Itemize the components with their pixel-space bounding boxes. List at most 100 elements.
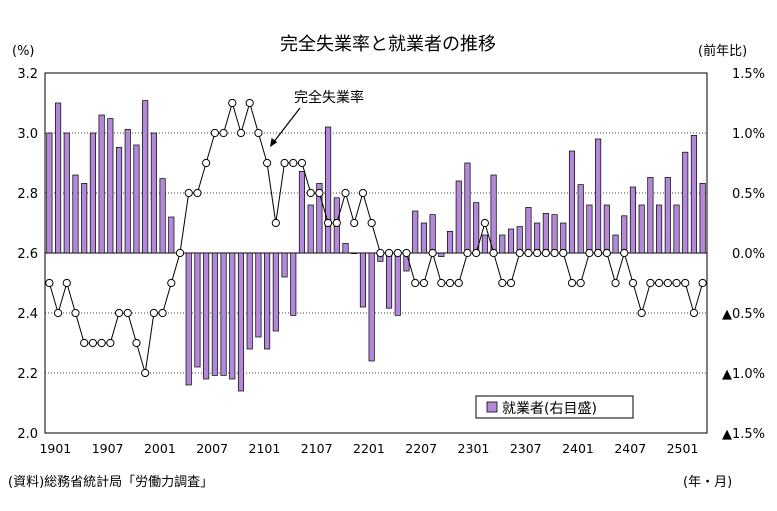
- unemployment-point: [594, 248, 603, 258]
- employment-bar: [603, 204, 610, 254]
- employment-bar: [586, 204, 593, 254]
- left-tick-label: 2.6: [17, 247, 38, 262]
- legend: 就業者(右目盛): [475, 395, 634, 419]
- unemployment-point: [193, 188, 202, 198]
- x-tick-label: 2001: [144, 441, 176, 456]
- left-axis-unit: (%): [12, 44, 35, 59]
- employment-bar: [281, 252, 288, 278]
- unemployment-point: [254, 128, 263, 138]
- employment-bar: [386, 252, 393, 309]
- unemployment-point: [114, 308, 124, 318]
- employment-bar: [690, 135, 697, 254]
- x-axis-labels: 1901 1907 2001 2007 2101 2107 2201 2207 2301 2307…: [39, 441, 698, 456]
- employment-bar: [325, 126, 332, 254]
- plot-frame: [44, 72, 708, 434]
- employment-bar: [185, 252, 192, 386]
- unemployment-point: [419, 278, 429, 288]
- employment-bar: [438, 252, 445, 257]
- employment-bar: [107, 118, 114, 254]
- unemployment-point: [219, 128, 228, 138]
- unemployment-point: [541, 248, 550, 258]
- unemployment-point: [71, 308, 80, 318]
- unemployment-point: [437, 278, 446, 288]
- unemployment-point: [367, 218, 376, 228]
- right-tick-label: 1.5%: [732, 67, 765, 82]
- unemployment-point: [646, 278, 655, 288]
- right-tick-label: 0.5%: [732, 187, 765, 202]
- employment-bar: [159, 178, 166, 254]
- employment-bar: [368, 252, 375, 362]
- employment-bar: [656, 204, 663, 254]
- employment-bar: [115, 147, 123, 254]
- employment-bar: [481, 234, 488, 254]
- x-axis-unit: (年・月): [683, 475, 732, 490]
- unemployment-point: [620, 248, 629, 258]
- x-tick-label: 2307: [510, 441, 542, 456]
- employment-bar: [133, 144, 140, 254]
- unemployment-point: [445, 278, 455, 288]
- employment-bar: [124, 129, 131, 254]
- unemployment-point: [411, 278, 420, 288]
- left-tick-label: 2.0: [17, 427, 38, 442]
- employment-bar: [621, 215, 628, 254]
- employment-bar: [499, 234, 506, 254]
- unemployment-point: [672, 278, 681, 288]
- unemployment-point: [585, 248, 594, 258]
- unemployment-point: [602, 248, 611, 258]
- unemployment-point: [149, 308, 158, 318]
- employment-bar: [629, 186, 637, 254]
- employment-bar: [682, 151, 689, 254]
- employment-bar: [351, 252, 358, 254]
- right-tick-label: 0.0%: [732, 247, 765, 262]
- employment-bar: [464, 162, 471, 254]
- left-tick-label: 3.0: [17, 127, 38, 142]
- right-tick-label: ▲1.0%: [722, 367, 765, 382]
- employment-bar: [420, 222, 427, 254]
- employment-bar: [359, 252, 366, 308]
- unemployment-point: [550, 248, 559, 258]
- x-tick-label: 2201: [353, 441, 385, 456]
- legend-box: [475, 395, 634, 419]
- employment-bar: [203, 252, 210, 380]
- unemployment-point: [106, 338, 115, 348]
- unemployment-point: [681, 278, 690, 288]
- unemployment-point: [402, 248, 411, 258]
- right-axis-labels: 1.5% 1.0% 0.5% 0.0% ▲0.5% ▲1.0% ▲1.5%: [722, 67, 765, 442]
- unemployment-point: [384, 248, 394, 258]
- right-tick-label: 1.0%: [732, 127, 765, 142]
- employment-bar: [638, 204, 645, 254]
- employment-bar: [664, 177, 671, 254]
- line-series: [45, 98, 707, 378]
- unemployment-point: [97, 338, 106, 348]
- employment-bar: [89, 132, 96, 254]
- employment-bar: [394, 252, 401, 316]
- x-tick-label: 2007: [196, 441, 228, 456]
- right-tick-label: ▲1.5%: [722, 427, 765, 442]
- employment-bar: [446, 231, 454, 254]
- unemployment-point: [350, 218, 359, 228]
- line-annotation: 完全失業率: [294, 89, 364, 106]
- x-tick-label: 2101: [249, 441, 281, 456]
- employment-bar: [211, 252, 218, 376]
- unemployment-point: [358, 188, 368, 198]
- x-tick-label: 2407: [614, 441, 646, 456]
- unemployment-point: [637, 308, 646, 318]
- employment-bar: [490, 174, 497, 254]
- unemployment-point: [62, 278, 71, 288]
- employment-bar: [542, 213, 549, 254]
- right-tick-label: ▲0.5%: [722, 307, 765, 322]
- employment-bar: [316, 183, 323, 254]
- unemployment-point: [123, 308, 132, 318]
- employment-bar: [220, 252, 227, 376]
- unemployment-point: [489, 248, 498, 258]
- employment-bar: [647, 177, 654, 254]
- employment-bar: [246, 252, 253, 350]
- x-tick-label: 2207: [405, 441, 437, 456]
- employment-bar: [72, 174, 79, 254]
- employment-bar: [142, 100, 149, 254]
- x-tick-label: 1907: [92, 441, 124, 456]
- unemployment-point: [341, 188, 350, 198]
- employment-bar: [55, 102, 62, 254]
- employment-bar: [673, 204, 680, 254]
